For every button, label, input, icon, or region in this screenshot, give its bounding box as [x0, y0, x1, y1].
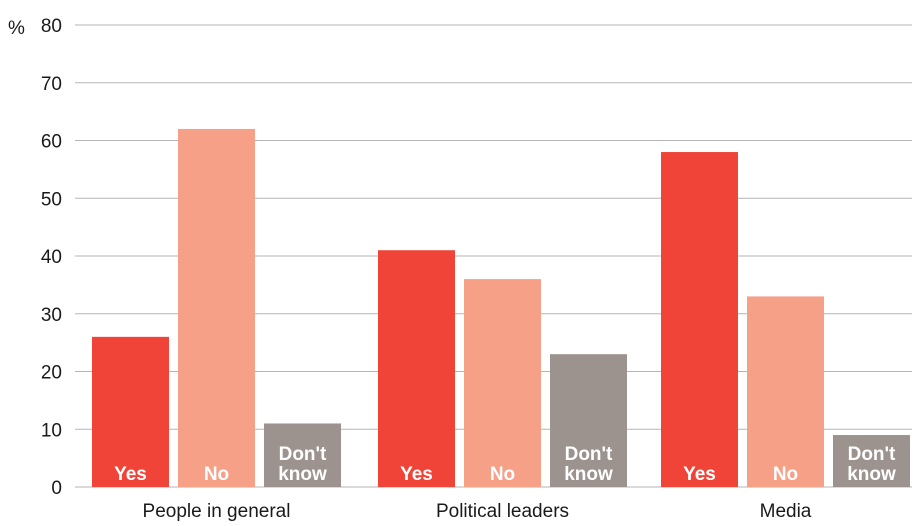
bar-don-t-know-0 — [264, 423, 341, 487]
y-tick-80: 80 — [41, 16, 62, 37]
y-tick-60: 60 — [41, 132, 62, 153]
category-label-1: Political leaders — [436, 501, 569, 522]
bar-label-don-t-know-1-line-1: know — [564, 464, 613, 485]
bar-label-don-t-know-0-line-0: Don't — [279, 444, 327, 465]
y-tick-30: 30 — [41, 305, 62, 326]
bar-label-don-t-know-2-line-1: know — [847, 464, 896, 485]
bar-label-no-0: No — [204, 464, 229, 485]
bar-label-yes-0: Yes — [114, 464, 147, 485]
bar-don-t-know-2 — [833, 435, 910, 487]
y-axis-unit-label: % — [8, 18, 25, 39]
bar-label-don-t-know-2-line-0: Don't — [848, 444, 896, 465]
bar-yes-0 — [92, 336, 169, 487]
bar-no-0 — [178, 128, 255, 487]
y-tick-10: 10 — [41, 420, 62, 441]
bars — [92, 128, 910, 488]
bar-label-don-t-know-1-line-0: Don't — [565, 444, 613, 465]
bar-label-no-1: No — [490, 464, 515, 485]
category-labels: People in general Political leaders Media — [143, 501, 812, 522]
bar-yes-1 — [378, 250, 455, 487]
bar-no-2 — [747, 296, 824, 487]
y-tick-70: 70 — [41, 74, 62, 95]
y-tick-0: 0 — [51, 478, 62, 499]
bar-label-no-2: No — [773, 464, 798, 485]
y-tick-50: 50 — [41, 189, 62, 210]
bar-label-don-t-know-0-line-1: know — [278, 464, 327, 485]
category-label-2: Media — [760, 501, 812, 522]
y-tick-20: 20 — [41, 363, 62, 384]
bar-label-yes-1: Yes — [400, 464, 433, 485]
bar-yes-2 — [661, 152, 738, 488]
category-label-0: People in general — [143, 501, 291, 522]
y-axis-tick-labels: 0 10 20 30 40 50 60 70 80 — [41, 16, 62, 499]
bar-label-yes-2: Yes — [683, 464, 716, 485]
bar-don-t-know-1 — [550, 354, 627, 487]
y-tick-40: 40 — [41, 247, 62, 268]
bar-no-1 — [464, 279, 541, 487]
